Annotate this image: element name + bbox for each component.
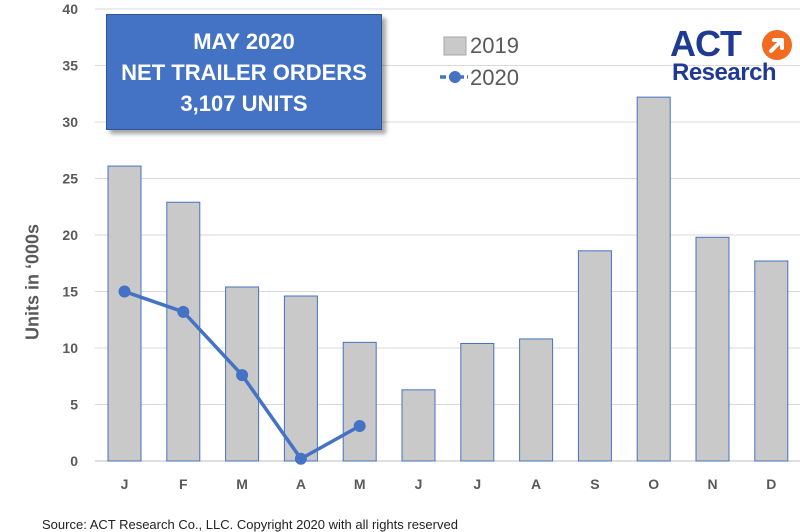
line-point [353, 419, 366, 432]
title-line-3: 3,107 UNITS [180, 90, 308, 116]
bar [519, 338, 554, 462]
legend-label-2020: 2020 [470, 65, 519, 90]
y-tick-label: 40 [62, 1, 78, 17]
bar [577, 250, 612, 462]
y-tick-label: 15 [62, 284, 78, 300]
x-tick-label: O [648, 476, 659, 492]
legend-marker-2020 [449, 71, 461, 83]
x-tick-label: F [179, 476, 188, 492]
act-research-logo: ACT Research [668, 26, 800, 88]
y-tick-label: 30 [62, 114, 78, 130]
y-tick-label: 10 [62, 340, 78, 356]
x-tick-label: J [121, 476, 129, 492]
x-tick-label: N [707, 476, 717, 492]
line-point [294, 452, 307, 465]
x-tick-label: J [473, 476, 481, 492]
y-tick-label: 20 [62, 227, 78, 243]
logo-research-text: Research [672, 59, 777, 86]
line-point [177, 305, 190, 318]
bar [460, 342, 495, 462]
x-tick-label: A [531, 476, 541, 492]
y-tick-label: 0 [70, 453, 78, 469]
y-axis-label: Units in ‘000s [22, 223, 43, 341]
x-tick-label: M [236, 476, 248, 492]
title-line-1: MAY 2020 [193, 28, 295, 54]
x-tick-label: D [766, 476, 776, 492]
x-tick-label: S [590, 476, 599, 492]
bar [342, 341, 377, 462]
x-tick-label: M [354, 476, 366, 492]
line-point [118, 285, 131, 298]
x-tick-label: A [296, 476, 306, 492]
bar [283, 295, 318, 462]
line-point [236, 369, 249, 382]
bar [754, 260, 789, 462]
x-tick-label: J [415, 476, 423, 492]
logo-act-text: ACT [670, 23, 742, 64]
bar [401, 389, 436, 462]
y-tick-label: 5 [70, 397, 78, 413]
logo-arrow-icon [762, 30, 792, 60]
y-tick-label: 25 [62, 171, 78, 187]
bar [166, 201, 201, 462]
legend-label-2019: 2019 [470, 33, 519, 58]
legend-swatch-2019 [443, 36, 467, 56]
title-line-2: NET TRAILER ORDERS [121, 59, 367, 85]
source-note: Source: ACT Research Co., LLC. Copyright… [42, 517, 458, 532]
bar [636, 96, 671, 462]
bar [695, 236, 730, 462]
chart-title-box: MAY 2020 NET TRAILER ORDERS 3,107 UNITS [106, 14, 382, 130]
y-tick-label: 35 [62, 58, 78, 74]
bar [107, 165, 142, 462]
